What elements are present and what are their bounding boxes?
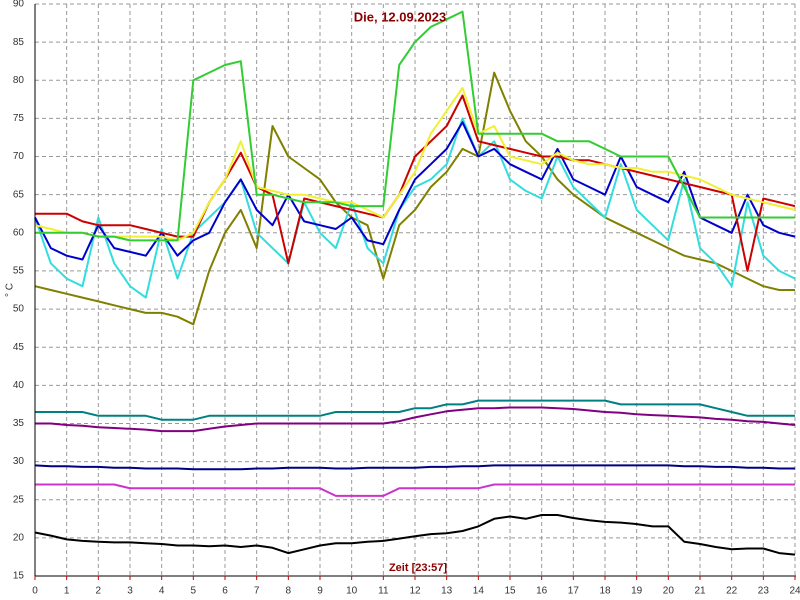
x-tick-label: 20 — [663, 586, 675, 597]
x-tick-label: 3 — [127, 586, 133, 597]
x-axis-label: Zeit [23:57] — [389, 562, 447, 574]
y-tick-label: 20 — [13, 533, 25, 544]
series-line — [34, 514, 796, 556]
y-tick-label: 40 — [13, 380, 25, 391]
y-tick-label: 65 — [13, 189, 25, 200]
x-tick-label: 24 — [789, 586, 800, 597]
x-tick-label: 7 — [254, 586, 260, 597]
y-tick-label: 50 — [13, 304, 25, 315]
x-tick-label: 13 — [441, 586, 453, 597]
x-tick-label: 14 — [473, 586, 485, 597]
x-tick-label: 8 — [286, 586, 292, 597]
x-tick-label: 22 — [726, 586, 738, 597]
y-tick-label: 55 — [13, 266, 25, 277]
lines — [34, 10, 796, 556]
series-line — [34, 464, 795, 471]
series-line — [35, 483, 795, 497]
y-axis-label: ° C — [5, 283, 16, 297]
x-tick-label: 4 — [159, 586, 165, 597]
y-tick-label: 60 — [13, 227, 25, 238]
y-tick-label: 45 — [13, 342, 25, 353]
y-tick-label: 15 — [13, 571, 25, 582]
x-tick-label: 19 — [631, 586, 643, 597]
y-tick-label: 75 — [13, 113, 25, 124]
series-line — [34, 71, 795, 326]
x-tick-label: 16 — [536, 586, 548, 597]
series-line — [35, 399, 795, 421]
series-line — [35, 406, 796, 433]
x-tick-label: 1 — [64, 586, 70, 597]
series-line — [34, 86, 796, 242]
grid — [34, 3, 796, 577]
y-tick-label: 90 — [13, 0, 25, 10]
x-tick-label: 5 — [191, 586, 197, 597]
x-tick-label: 6 — [222, 586, 228, 597]
x-tick-label: 15 — [504, 586, 516, 597]
chart-title: Die, 12.09.2023 — [354, 9, 447, 24]
y-tick-label: 85 — [13, 37, 25, 48]
y-tick-label: 35 — [13, 418, 25, 429]
x-tick-label: 2 — [96, 586, 102, 597]
series-line — [35, 10, 795, 242]
series-line — [35, 94, 796, 272]
y-tick-label: 70 — [13, 151, 25, 162]
x-tick-label: 0 — [32, 586, 38, 597]
y-tick-label: 30 — [13, 456, 25, 467]
x-tick-label: 23 — [758, 586, 770, 597]
series-line — [34, 117, 796, 299]
x-tick-label: 9 — [317, 586, 323, 597]
x-tick-label: 17 — [568, 586, 580, 597]
x-tick-label: 21 — [694, 586, 706, 597]
x-tick-label: 10 — [346, 586, 358, 597]
y-tick-label: 80 — [13, 75, 25, 86]
x-tick-label: 18 — [599, 586, 611, 597]
x-tick-label: 12 — [409, 586, 421, 597]
x-tick-label: 11 — [378, 586, 389, 597]
y-tick-label: 25 — [13, 494, 25, 505]
